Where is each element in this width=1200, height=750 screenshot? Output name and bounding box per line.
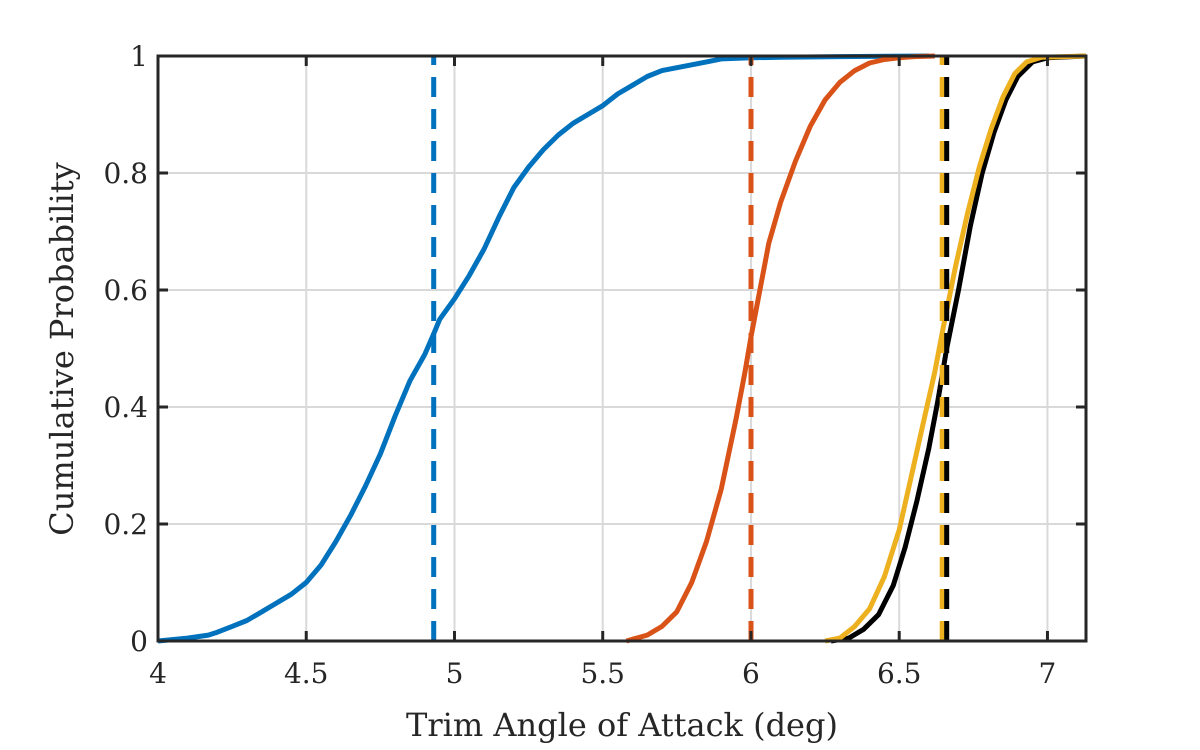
x-axis-label: Trim Angle of Attack (deg): [406, 706, 838, 744]
y-tick-label: 0.6: [103, 274, 148, 307]
y-tick-label: 0.2: [103, 508, 148, 541]
x-tick-label: 4.5: [284, 657, 329, 690]
x-tick-label: 6: [742, 657, 760, 690]
y-tick-label: 0.8: [103, 157, 148, 190]
series-lines: [157, 53, 1087, 644]
cdf-series-line-1: [625, 53, 935, 644]
x-tick-label: 5: [446, 657, 464, 690]
y-tick-label: 0.4: [103, 391, 148, 424]
x-tick-label: 6.5: [877, 657, 922, 690]
tick-marks: [156, 54, 1086, 643]
y-tick-label: 0: [130, 625, 148, 658]
y-tick-label: 1: [130, 40, 148, 73]
cdf-series-line-3: [824, 53, 1087, 644]
tick-labels: 4 4.5 5 5.5 6 6.5 7 0 0.2 0.4 0.6 0.8 1: [103, 40, 1056, 690]
x-tick-label: 7: [1039, 657, 1057, 690]
y-axis-label: Cumulative Probability: [43, 162, 81, 535]
x-tick-label: 5.5: [580, 657, 625, 690]
plot-box: [156, 54, 1088, 643]
x-tick-label: 4: [149, 657, 167, 690]
cdf-series-line-0: [157, 53, 929, 644]
